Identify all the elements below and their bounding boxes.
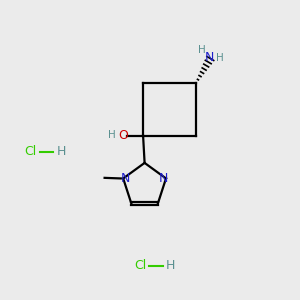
Text: Cl: Cl: [134, 259, 146, 272]
Text: H: H: [166, 259, 175, 272]
Text: O: O: [118, 129, 128, 142]
Text: Cl: Cl: [25, 145, 37, 158]
Text: H: H: [56, 145, 66, 158]
Text: H: H: [216, 52, 224, 63]
Text: N: N: [159, 172, 168, 184]
Text: H: H: [198, 45, 206, 55]
Text: N: N: [205, 51, 214, 64]
Text: H: H: [108, 130, 116, 140]
Text: N: N: [121, 172, 130, 184]
